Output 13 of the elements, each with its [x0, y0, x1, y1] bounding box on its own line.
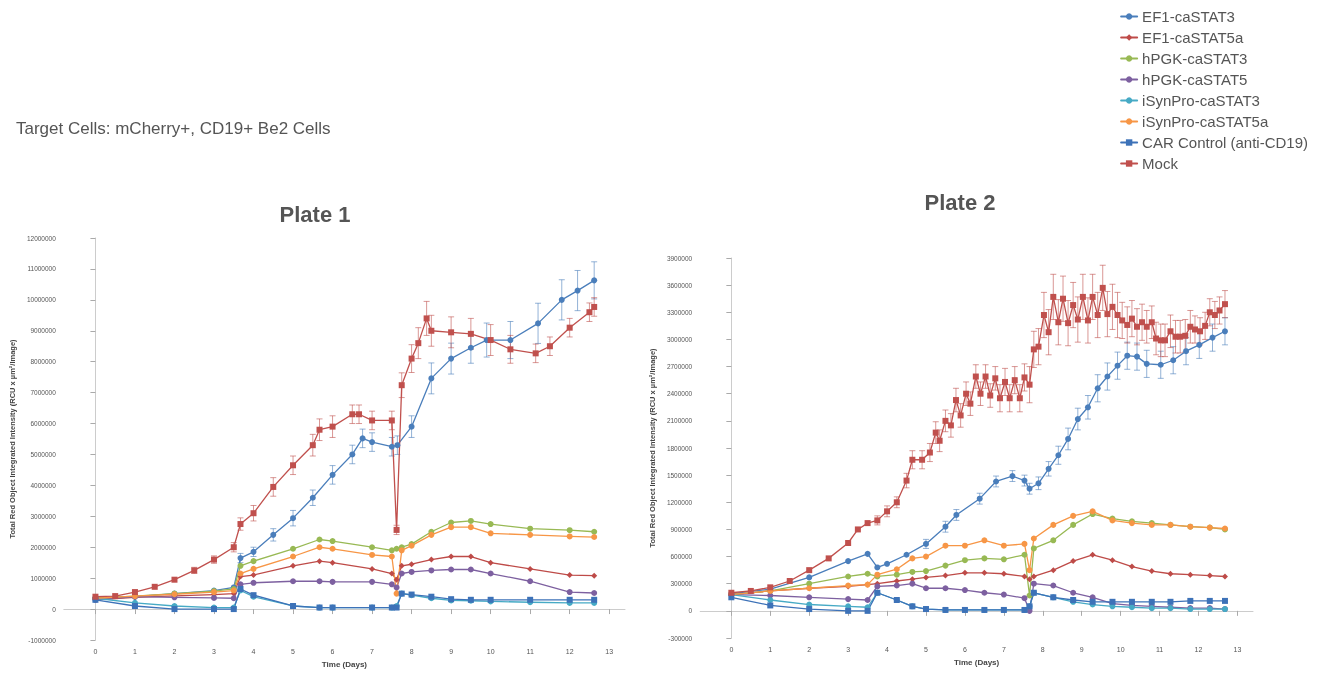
chart-title: Plate 2: [924, 189, 996, 215]
x-axis-title: Time (Days): [321, 659, 368, 669]
legend-label: EF1-caSTAT3: [1142, 8, 1235, 25]
legend-label: CAR Control (anti-CD19): [1142, 134, 1309, 151]
legend-label: Mock: [1142, 155, 1179, 172]
x-axis-title: Time (Days): [954, 657, 1000, 667]
legend-label: EF1-caSTAT5a: [1142, 29, 1244, 46]
legend-label: hPGK-caSTAT5: [1142, 71, 1248, 88]
legend-label: hPGK-caSTAT3: [1142, 50, 1248, 67]
chart-title: Plate 1: [279, 201, 351, 227]
legend-label: iSynPro-caSTAT3: [1142, 92, 1260, 109]
text: Target Cells: mCherry+, CD19+ Be2 Cells: [16, 119, 331, 138]
legend-label: iSynPro-caSTAT5a: [1142, 113, 1269, 130]
